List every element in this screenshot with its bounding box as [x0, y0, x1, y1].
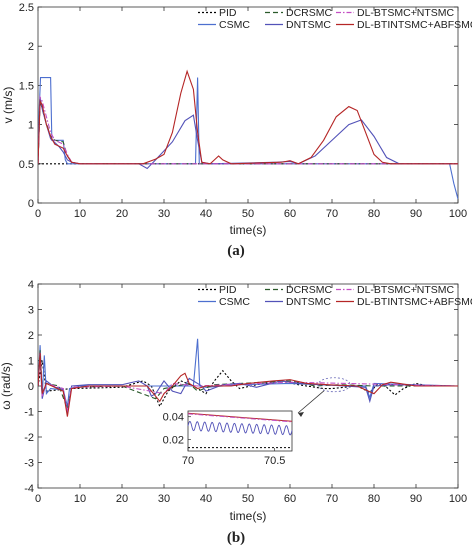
x-tick-label: 100 — [449, 208, 467, 220]
x-tick-label: 70 — [326, 208, 338, 220]
legend-label: DNTSMC — [286, 19, 331, 31]
y-tick-label: 1 — [28, 356, 34, 368]
inset-series-line — [187, 412, 293, 422]
y-tick-label: 4 — [28, 279, 34, 291]
y-tick-label: 1.5 — [19, 80, 34, 92]
y-axis-label-b: ω (rad/s) — [0, 362, 13, 409]
y-tick-label: 0 — [28, 381, 34, 393]
series-line-dl-btsmc-ntsmc — [38, 352, 458, 412]
legend-label: DL-BTINTSMC+ABFSMC — [357, 19, 472, 31]
legend-label: DL-BTSMC+NTSMC — [357, 284, 455, 296]
x-tick-label: 40 — [200, 208, 212, 220]
legend-label: PID — [219, 284, 237, 296]
legend-label: CSMC — [219, 296, 250, 308]
zoom-arrowhead — [298, 412, 304, 417]
x-tick-label: 50 — [242, 493, 254, 505]
y-tick-label: -1 — [24, 407, 34, 419]
y-tick-label: 2 — [28, 330, 34, 342]
y-tick-label: 2.5 — [19, 2, 34, 14]
inset-series-line-oscillating — [187, 420, 293, 436]
x-tick-label: 60 — [284, 208, 296, 220]
inset-zoom: 70 70.5 0.02 0.04 — [163, 377, 351, 467]
legend-label: DCRSMC — [286, 7, 332, 19]
series-line-dl-btintsmc-abfsmc — [38, 69, 458, 165]
x-tick-label: 70 — [326, 493, 338, 505]
y-tick-label: -2 — [24, 432, 34, 444]
y-tick-label: -3 — [24, 458, 34, 470]
y-tick-label: 1 — [28, 120, 34, 132]
chart-a-velocity: 0 10 20 30 40 50 60 70 80 90 100 0 0.5 1 1.5 2 2.5 time(… — [1, 2, 472, 259]
chart-b-angular-velocity: 0 10 20 30 40 50 60 70 80 90 100 -4 -3 -2 -1 0 1 2 3 4 time… — [0, 279, 472, 546]
x-tick-label: 0 — [35, 208, 41, 220]
y-tick-label: 2 — [28, 41, 34, 53]
x-tick-label: 80 — [368, 493, 380, 505]
x-tick-label: 30 — [158, 493, 170, 505]
y-tick-label: -4 — [24, 483, 34, 495]
plot-area-a — [37, 6, 459, 204]
x-tick-label: 20 — [116, 208, 128, 220]
inset-series-line — [187, 413, 293, 423]
inset-x-tick-label: 70.5 — [264, 455, 285, 467]
x-tick-label: 60 — [284, 493, 296, 505]
inset-x-tick-label: 70 — [182, 455, 194, 467]
x-tick-label: 50 — [242, 208, 254, 220]
caption-b: (b) — [227, 530, 245, 546]
legend-label: CSMC — [219, 19, 250, 31]
zoom-region-marker — [317, 377, 351, 393]
x-tick-label: 0 — [35, 493, 41, 505]
inset-y-tick-label: 0.02 — [163, 435, 184, 447]
y-tick-label: 0.5 — [19, 159, 34, 171]
legend-a: PID DCRSMC DL-BTSMC+NTSMC CSMC DNTSMC DL-BTIN… — [198, 7, 472, 31]
x-tick-label: 10 — [74, 493, 86, 505]
x-tick-label: 20 — [116, 493, 128, 505]
x-tick-label: 40 — [200, 493, 212, 505]
x-tick-label: 80 — [368, 208, 380, 220]
x-tick-label: 30 — [158, 208, 170, 220]
inset-y-tick-label: 0.04 — [163, 412, 184, 424]
x-tick-label: 90 — [410, 493, 422, 505]
legend-label: DNTSMC — [286, 296, 331, 308]
x-axis-label-b: time(s) — [230, 509, 267, 523]
x-tick-label: 100 — [449, 493, 467, 505]
legend-label: DL-BTSMC+NTSMC — [357, 7, 455, 19]
y-tick-label: 0 — [28, 198, 34, 210]
legend-label: DCRSMC — [286, 284, 332, 296]
zoom-arrow — [297, 390, 325, 414]
x-axis-label-a: time(s) — [230, 223, 267, 237]
y-axis-label-a: v (m/s) — [1, 87, 15, 124]
series-line-dl-btintsmc-abfsmc — [38, 352, 458, 417]
x-tick-label: 90 — [410, 208, 422, 220]
legend-label: PID — [219, 7, 237, 19]
x-tick-label: 10 — [74, 208, 86, 220]
legend-label: DL-BTINTSMC+ABFSMC — [357, 296, 472, 308]
caption-a: (a) — [227, 243, 245, 259]
y-tick-label: 3 — [28, 305, 34, 317]
legend-b: PID DCRSMC DL-BTSMC+NTSMC CSMC DNTSMC DL-BTIN… — [198, 284, 472, 308]
